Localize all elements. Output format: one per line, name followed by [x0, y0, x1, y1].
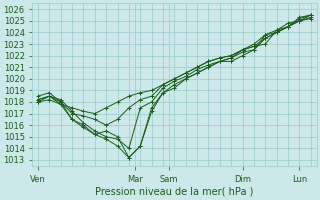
X-axis label: Pression niveau de la mer( hPa ): Pression niveau de la mer( hPa ): [95, 187, 253, 197]
